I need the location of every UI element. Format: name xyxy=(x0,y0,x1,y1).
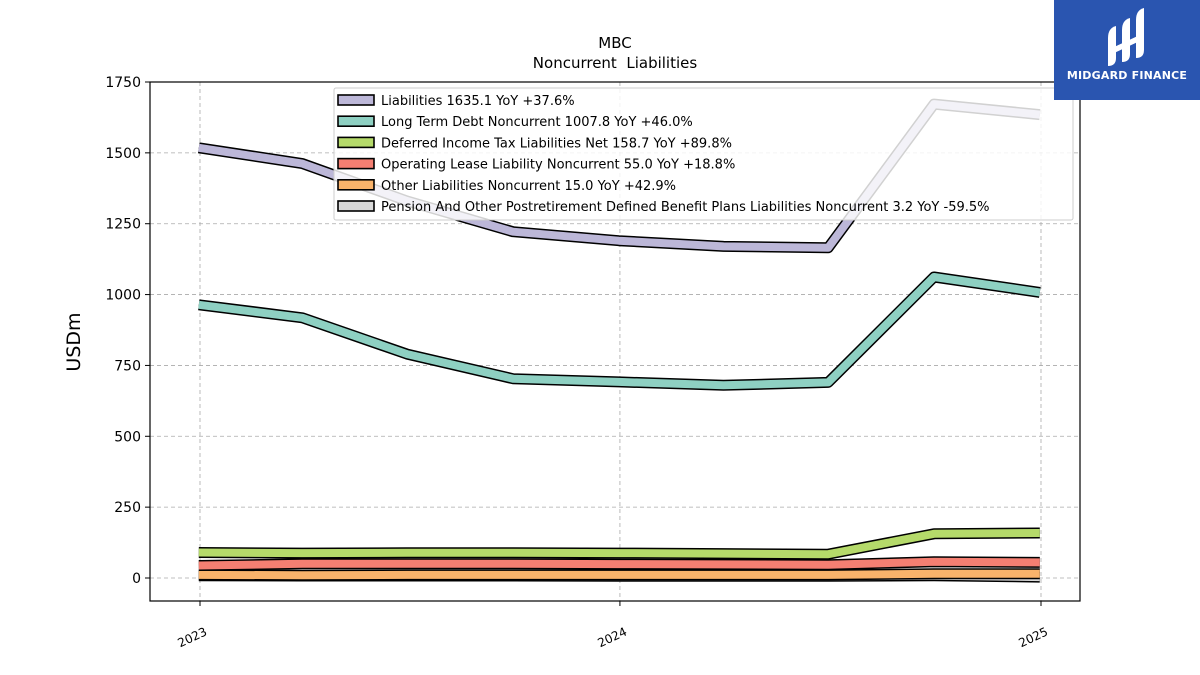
series-4 xyxy=(198,568,1040,581)
series-3 xyxy=(198,556,1040,571)
series-line xyxy=(198,529,1040,559)
legend-label: Operating Lease Liability Noncurrent 55.… xyxy=(381,158,735,173)
y-tick-label: 1000 xyxy=(105,288,141,304)
legend: Liabilities 1635.1 YoY +37.6% Long Term D… xyxy=(333,87,1074,221)
y-axis: 0 250 500 750 1000 1250 1500 1750 xyxy=(105,75,150,587)
y-tick-label: 1500 xyxy=(105,146,141,162)
series-1 xyxy=(198,271,1041,391)
series-line xyxy=(198,273,1041,390)
series-line xyxy=(198,557,1040,570)
y-tick-label: 0 xyxy=(132,571,141,587)
brand-logo-text: MIDGARD FINANCE xyxy=(1066,69,1188,82)
legend-swatch xyxy=(337,200,375,212)
x-axis: 2023 2024 2025 xyxy=(176,601,1051,651)
legend-swatch xyxy=(337,157,375,170)
series-line xyxy=(198,569,1040,580)
legend-swatch xyxy=(337,179,375,191)
y-tick-label: 750 xyxy=(114,358,141,374)
x-tick-label: 2023 xyxy=(176,625,210,651)
y-tick-label: 500 xyxy=(114,429,141,445)
legend-label: Long Term Debt Noncurrent 1007.8 YoY +46… xyxy=(381,115,693,130)
y-axis-label: USDm xyxy=(63,312,85,371)
legend-label: Deferred Income Tax Liabilities Net 158.… xyxy=(381,136,732,151)
legend-label: Liabilities 1635.1 YoY +37.6% xyxy=(381,94,575,109)
plot-frame xyxy=(149,81,1081,602)
y-tick-label: 1750 xyxy=(105,75,141,91)
brand-mark-icon xyxy=(1108,8,1144,66)
legend-swatch xyxy=(337,115,375,127)
y-tick-label: 250 xyxy=(114,500,141,516)
legend-swatch xyxy=(337,136,375,149)
chart-subtitle: Noncurrent Liabilities xyxy=(533,54,698,72)
x-tick-label: 2025 xyxy=(1017,625,1051,651)
legend-box xyxy=(333,87,1074,221)
x-tick-label: 2024 xyxy=(595,625,629,651)
y-tick-label: 1250 xyxy=(105,217,141,233)
legend-swatch xyxy=(337,94,375,106)
series-2 xyxy=(198,527,1040,560)
legend-label: Other Liabilities Noncurrent 15.0 YoY +4… xyxy=(381,179,676,194)
chart-title: MBC xyxy=(598,34,631,52)
legend-label: Pension And Other Postretirement Defined… xyxy=(381,200,990,215)
brand-logo: MIDGARD FINANCE xyxy=(1054,0,1200,100)
